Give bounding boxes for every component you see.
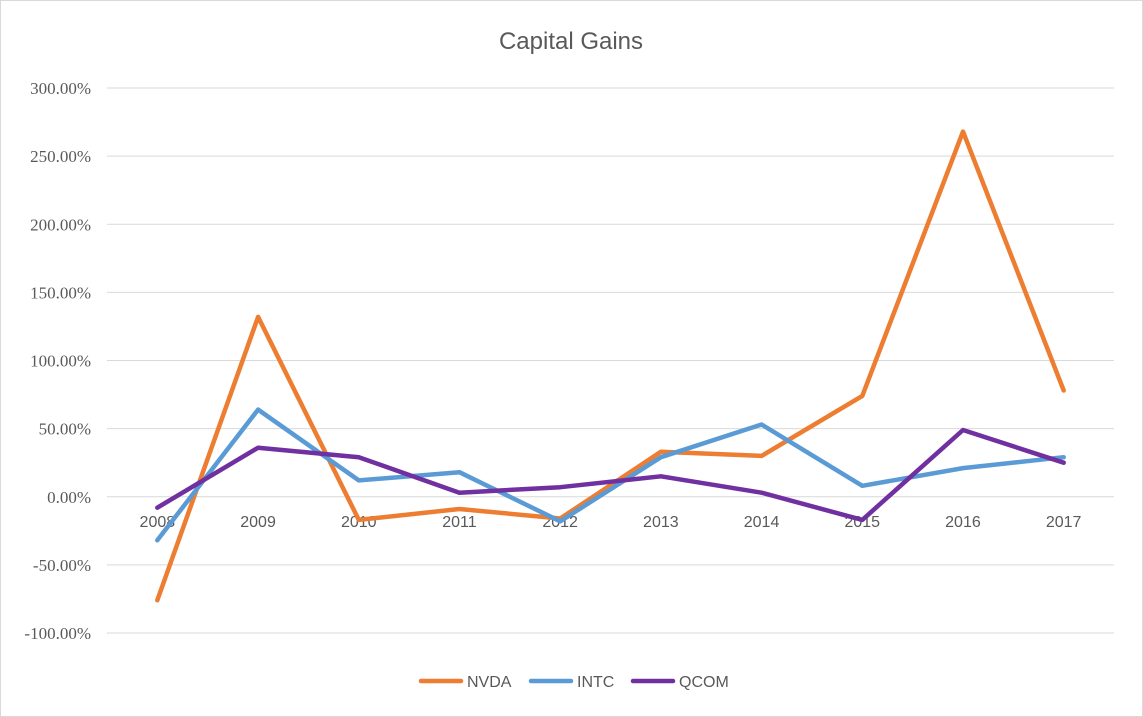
y-tick-label: 50.00% xyxy=(39,420,91,439)
y-tick-label: 100.00% xyxy=(30,352,91,371)
series-lines xyxy=(155,129,1066,603)
x-tick-label: 2014 xyxy=(744,514,780,531)
x-tick-label: 2017 xyxy=(1046,514,1082,531)
x-axis-tick-labels: 2008 2009 2010 2011 2012 2013 2014 2015 2016 2017 xyxy=(140,514,1082,531)
y-axis-tick-labels: 300.00% 250.00% 200.00% 150.00% 100.00% 50.00… xyxy=(24,79,91,643)
series-line-qcom xyxy=(155,427,1066,523)
legend-label-nvda: NVDA xyxy=(467,674,512,691)
x-tick-label: 2009 xyxy=(240,514,276,531)
legend: NVDA INTC QCOM xyxy=(418,674,729,691)
legend-label-intc: INTC xyxy=(577,674,614,691)
series-line-intc xyxy=(155,407,1066,543)
y-tick-label: 0.00% xyxy=(47,488,91,507)
x-tick-label: 2013 xyxy=(643,514,679,531)
y-tick-label: -50.00% xyxy=(33,556,91,575)
chart-title: Capital Gains xyxy=(499,28,643,55)
legend-label-qcom: QCOM xyxy=(679,674,729,691)
series-line-nvda xyxy=(155,129,1066,603)
y-tick-label: 300.00% xyxy=(30,79,91,98)
x-tick-label: 2011 xyxy=(442,514,477,531)
gridlines xyxy=(107,87,1114,634)
y-tick-label: -100.00% xyxy=(24,624,91,643)
y-tick-label: 150.00% xyxy=(30,283,91,302)
y-tick-label: 200.00% xyxy=(30,215,91,234)
x-tick-label: 2016 xyxy=(945,514,981,531)
y-tick-label: 250.00% xyxy=(30,147,91,166)
